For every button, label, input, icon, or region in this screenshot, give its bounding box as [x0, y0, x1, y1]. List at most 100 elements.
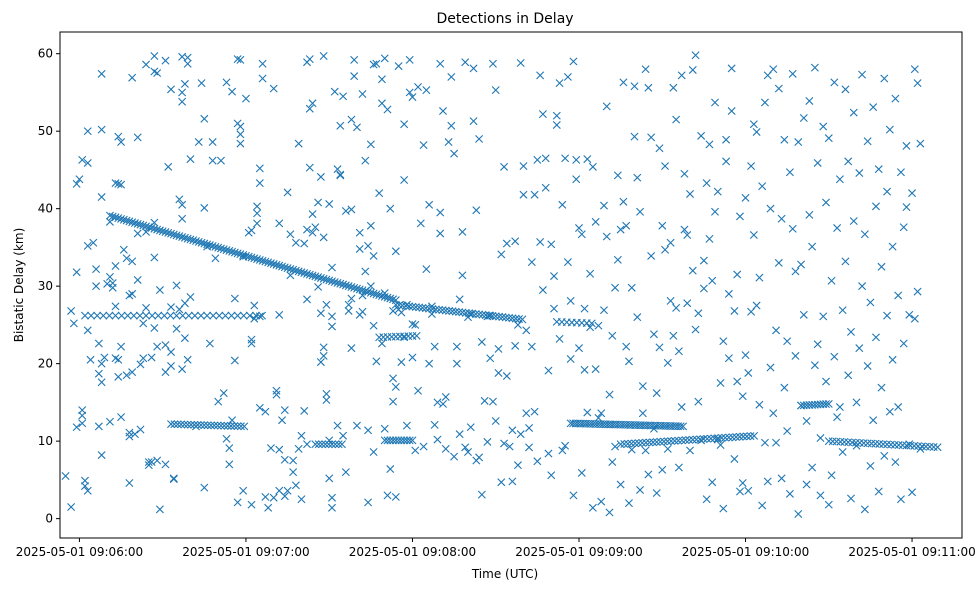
data-point-marker — [366, 288, 375, 297]
data-point-marker — [475, 310, 484, 319]
data-point-marker — [291, 481, 300, 490]
data-point-marker — [286, 271, 295, 280]
data-point-marker — [691, 325, 700, 334]
data-point-marker — [350, 72, 359, 81]
data-point-marker — [211, 242, 220, 251]
data-point-marker — [228, 87, 237, 96]
data-point-marker — [333, 278, 342, 287]
data-point-marker — [327, 263, 336, 272]
data-point-marker — [377, 75, 386, 84]
data-point-marker — [630, 82, 639, 91]
data-point-marker — [783, 427, 792, 436]
data-point-marker — [644, 470, 653, 479]
data-point-marker — [583, 408, 592, 417]
data-point-marker — [692, 435, 701, 444]
data-point-marker — [183, 355, 192, 364]
data-point-marker — [860, 230, 869, 239]
data-point-marker — [741, 351, 750, 360]
data-point-marker — [389, 374, 398, 383]
data-point-marker — [233, 249, 242, 258]
data-point-marker — [355, 244, 364, 253]
data-point-marker — [755, 400, 764, 409]
data-point-marker — [533, 457, 542, 466]
data-point-marker — [774, 84, 783, 93]
data-point-marker — [706, 434, 715, 443]
data-point-marker — [136, 425, 145, 434]
data-point-marker — [180, 233, 189, 242]
data-point-marker — [352, 123, 361, 132]
data-point-marker — [711, 98, 719, 107]
data-point-marker — [822, 400, 830, 409]
data-point-marker — [236, 250, 245, 259]
data-point-marker — [913, 287, 922, 296]
data-point-marker — [280, 455, 289, 464]
data-point-marker — [278, 416, 287, 425]
data-point-marker — [111, 179, 120, 188]
data-point-marker — [613, 171, 622, 180]
data-point-marker — [330, 87, 339, 96]
data-point-marker — [334, 440, 343, 449]
data-point-marker — [468, 309, 477, 318]
data-point-marker — [705, 140, 714, 149]
data-point-marker — [855, 344, 864, 353]
data-point-marker — [455, 295, 464, 304]
data-point-marker — [405, 436, 414, 445]
data-point-marker — [305, 163, 314, 172]
data-point-marker — [245, 311, 254, 320]
data-point-marker — [874, 487, 883, 496]
data-point-marker — [178, 200, 187, 209]
data-point-marker — [696, 435, 704, 444]
data-point-marker — [105, 311, 114, 320]
data-point-marker — [810, 361, 819, 370]
data-point-marker — [844, 157, 853, 166]
data-point-marker — [808, 242, 817, 251]
data-point-marker — [552, 120, 561, 129]
data-point-marker — [408, 353, 417, 362]
data-point-marker — [802, 417, 811, 425]
data-point-marker — [547, 471, 556, 480]
data-point-marker — [92, 282, 101, 291]
data-point-marker — [422, 86, 431, 95]
data-point-marker — [728, 433, 737, 442]
data-point-marker — [448, 307, 457, 316]
x-tick-label: 2025-05-01 09:07:00 — [182, 545, 309, 559]
data-point-marker — [117, 180, 126, 189]
data-point-marker — [97, 451, 106, 460]
data-point-marker — [167, 361, 176, 370]
data-point-marker — [72, 423, 81, 432]
data-point-marker — [236, 122, 245, 131]
data-point-marker — [247, 226, 256, 235]
data-point-marker — [527, 342, 536, 351]
data-point-marker — [325, 200, 334, 209]
data-point-marker — [730, 306, 739, 315]
data-point-marker — [139, 221, 148, 230]
data-point-marker — [783, 337, 792, 346]
data-point-marker — [286, 264, 295, 273]
data-point-marker — [322, 389, 331, 398]
data-point-marker — [272, 390, 281, 399]
data-point-marker — [638, 382, 647, 391]
data-point-marker — [452, 359, 461, 368]
data-point-marker — [910, 314, 919, 323]
data-point-marker — [167, 348, 176, 357]
data-point-marker — [352, 421, 361, 430]
data-point-marker — [477, 490, 486, 499]
data-point-marker — [258, 59, 267, 68]
data-point-marker — [819, 122, 828, 131]
data-point-marker — [586, 269, 595, 278]
data-point-marker — [283, 188, 292, 197]
data-point-marker — [522, 326, 531, 335]
data-point-marker — [634, 439, 643, 448]
data-point-marker — [638, 438, 647, 447]
data-point-marker — [733, 377, 742, 386]
data-point-marker — [92, 265, 101, 274]
data-point-marker — [858, 70, 867, 79]
data-point-marker — [899, 223, 908, 232]
data-point-marker — [372, 59, 381, 68]
data-point-marker — [627, 439, 636, 448]
data-point-marker — [114, 214, 123, 223]
data-point-marker — [785, 168, 794, 177]
data-point-marker — [624, 357, 633, 366]
data-point-marker — [178, 232, 187, 241]
chart-title: Detections in Delay — [436, 11, 573, 27]
